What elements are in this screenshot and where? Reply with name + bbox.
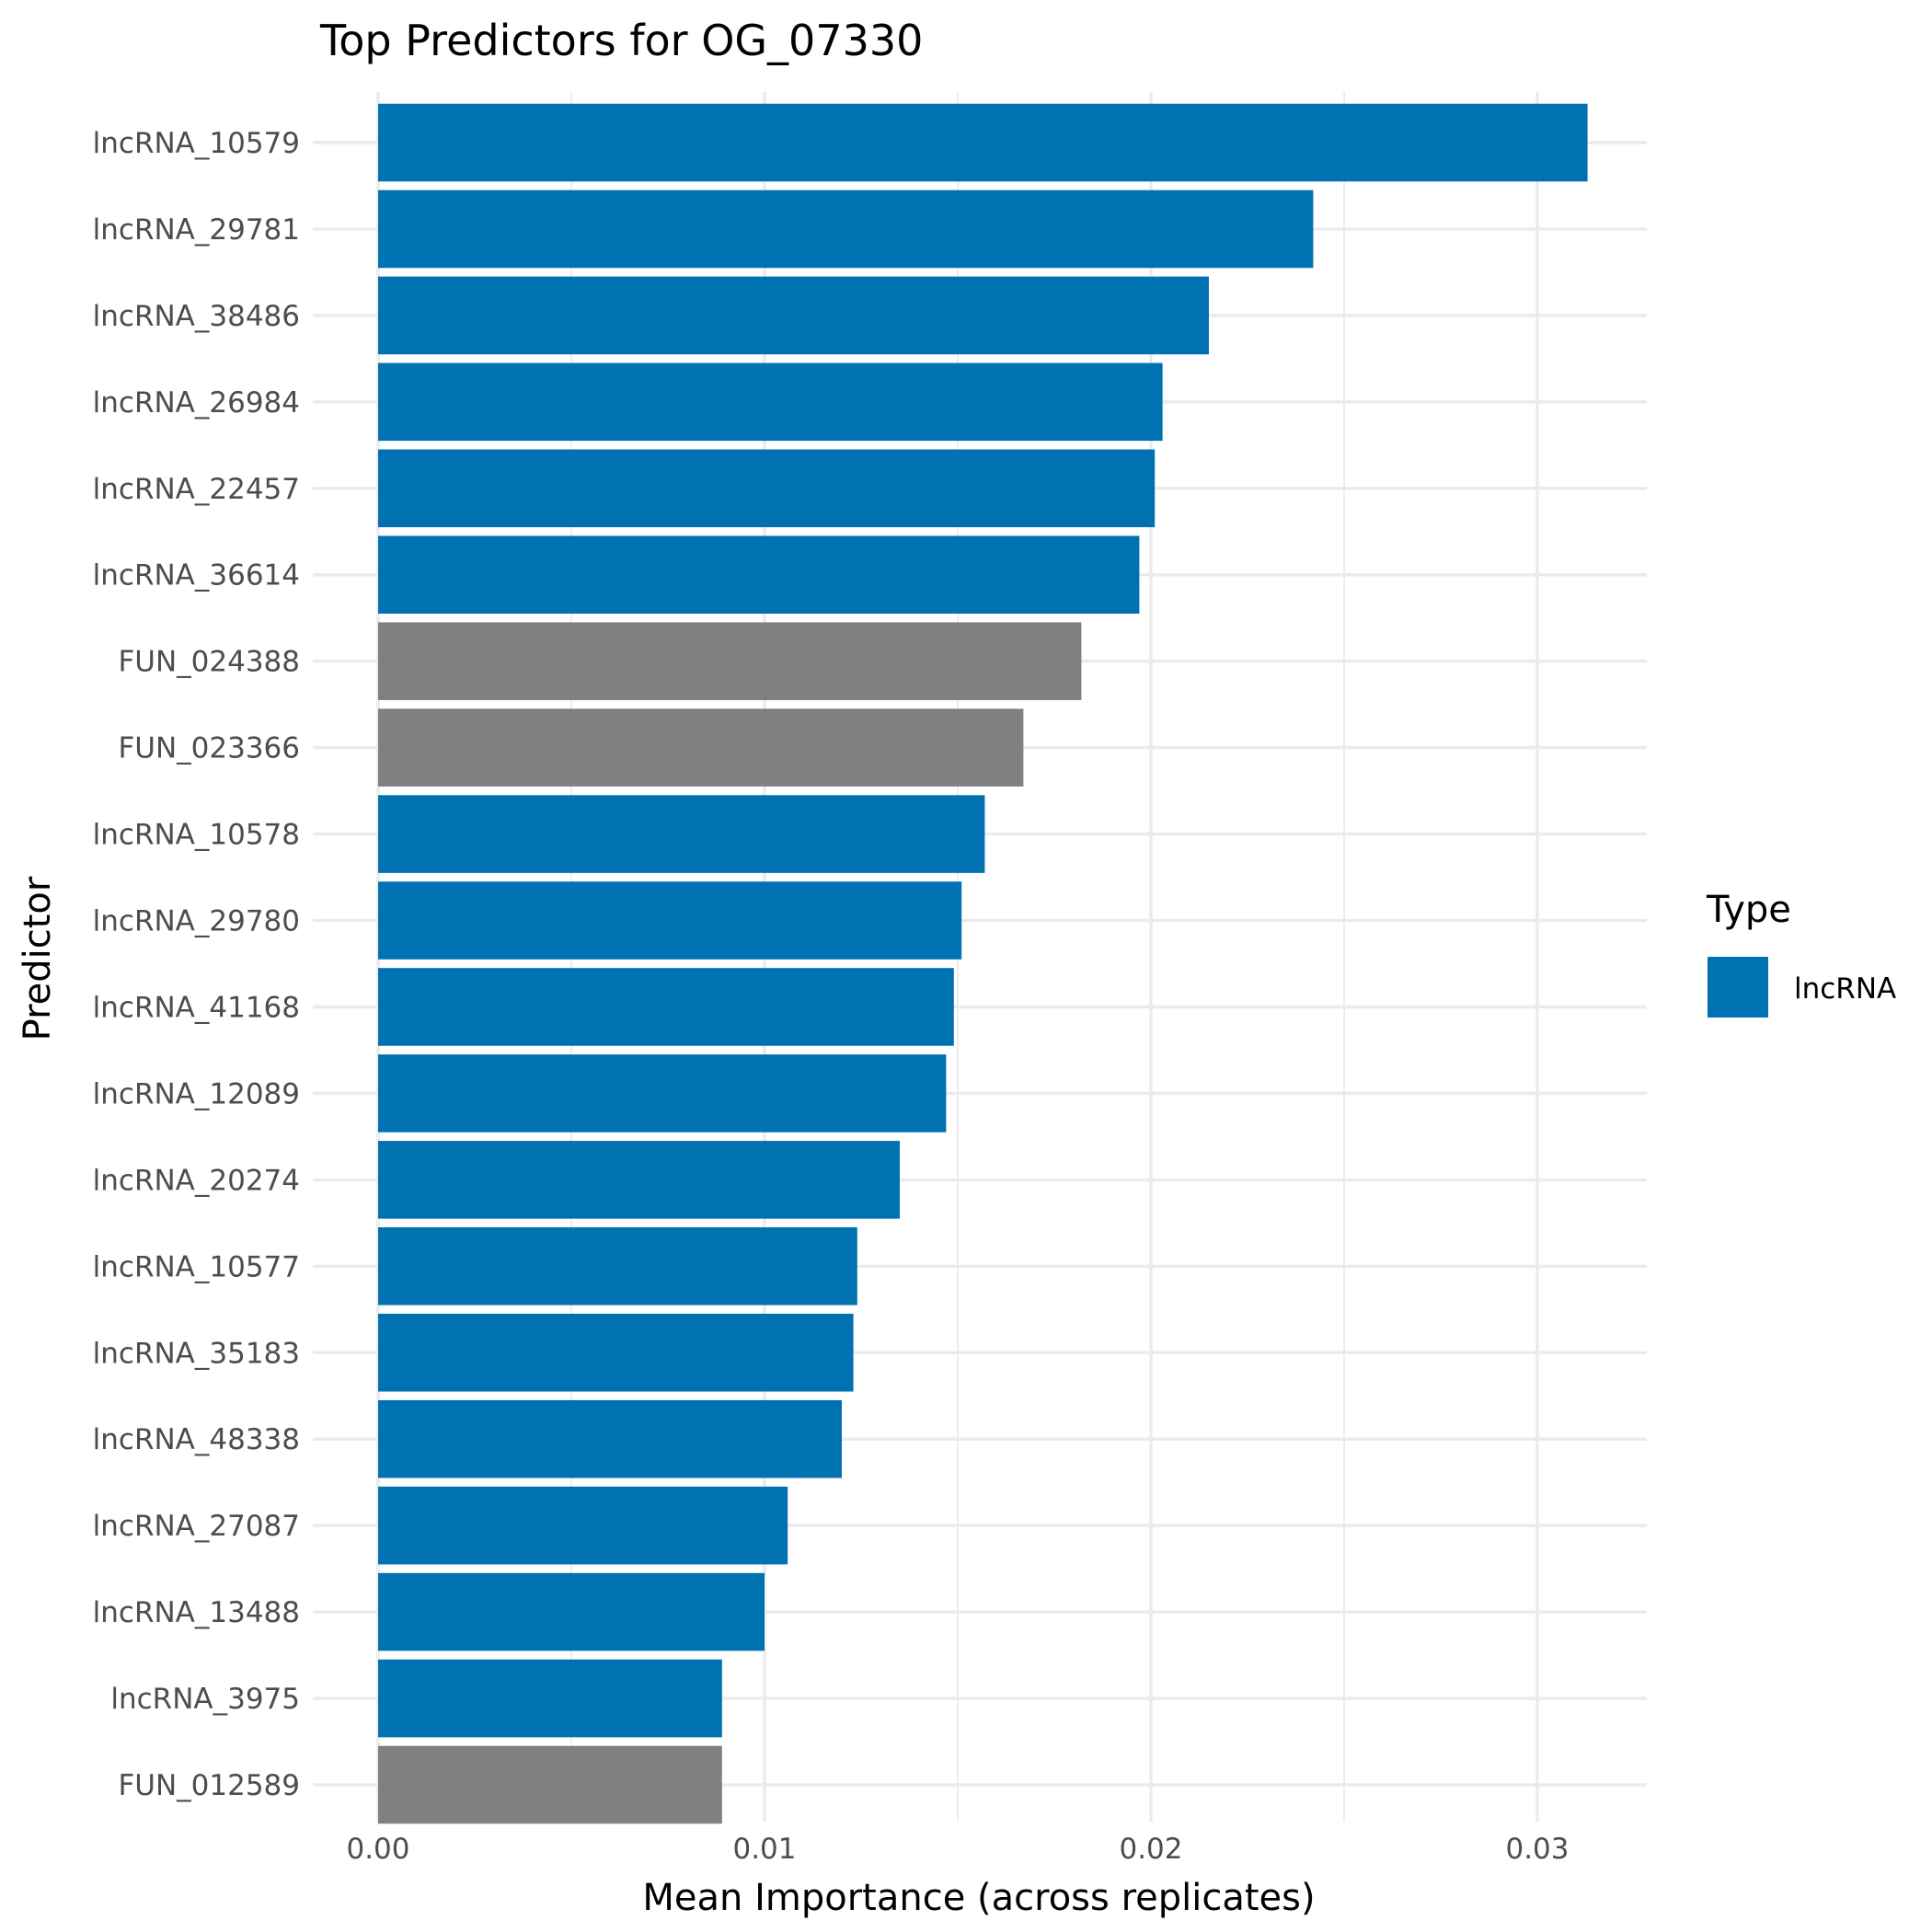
y-tick-label: lncRNA_13488 [93, 1596, 300, 1629]
y-tick-label: lncRNA_3975 [110, 1683, 300, 1716]
x-axis-title: Mean Importance (across replicates) [642, 1877, 1315, 1919]
bar [378, 449, 1156, 528]
bar [378, 1745, 722, 1824]
bar [378, 795, 985, 873]
bar [378, 276, 1209, 355]
y-tick-label: lncRNA_38486 [93, 300, 300, 333]
y-tick-label: FUN_024388 [118, 646, 300, 679]
y-tick-label: lncRNA_10578 [93, 819, 300, 852]
legend-swatch-lncrna [1708, 957, 1768, 1018]
y-tick-label: lncRNA_41168 [93, 991, 300, 1024]
bar [378, 362, 1163, 442]
y-tick-label: lncRNA_35183 [93, 1337, 300, 1370]
y-tick-label: lncRNA_20274 [93, 1164, 300, 1197]
y-tick-label: lncRNA_48338 [93, 1423, 300, 1456]
bar [378, 535, 1140, 615]
x-tick-label: 0.02 [1119, 1833, 1182, 1866]
bar [378, 1313, 854, 1392]
y-tick-label: lncRNA_29781 [93, 213, 300, 247]
bar [378, 708, 1024, 787]
bar [378, 1572, 765, 1651]
legend-title: Type [1706, 889, 1791, 931]
y-tick-label: FUN_012589 [118, 1769, 300, 1802]
bar [378, 1659, 722, 1738]
y-tick-label: lncRNA_29780 [93, 905, 300, 938]
legend-label-lncrna: lncRNA [1794, 972, 1896, 1006]
bar [378, 968, 954, 1046]
bar [378, 1141, 900, 1219]
x-tick-label: 0.00 [346, 1833, 409, 1866]
bar [378, 1054, 947, 1133]
bar [378, 1399, 842, 1478]
y-tick-label: lncRNA_10579 [93, 127, 300, 160]
y-tick-label: lncRNA_27087 [93, 1510, 300, 1543]
y-tick-label: lncRNA_26984 [93, 386, 300, 420]
y-axis-title: Predictor [17, 876, 59, 1041]
legend: Type lncRNA [1706, 889, 1896, 1018]
y-tick-label: lncRNA_36614 [93, 559, 300, 592]
chart-title: Top Predictors for OG_07330 [319, 16, 923, 65]
y-tick-labels: lncRNA_10579 lncRNA_29781 lncRNA_38486 lncR… [93, 127, 300, 1802]
bar [378, 190, 1314, 269]
y-tick-label: lncRNA_22457 [93, 473, 300, 506]
bar [378, 103, 1588, 182]
y-tick-label: lncRNA_10577 [93, 1250, 300, 1283]
x-tick-label: 0.01 [732, 1833, 796, 1866]
bar [378, 881, 962, 960]
bar [378, 1486, 788, 1565]
bars [378, 103, 1588, 1824]
x-tick-label: 0.03 [1505, 1833, 1569, 1866]
x-tick-labels: 0.00 0.01 0.02 0.03 [346, 1833, 1569, 1866]
y-tick-label: FUN_023366 [118, 732, 300, 765]
bar [378, 622, 1082, 700]
y-tick-label: lncRNA_12089 [93, 1077, 300, 1110]
bar [378, 1227, 857, 1305]
